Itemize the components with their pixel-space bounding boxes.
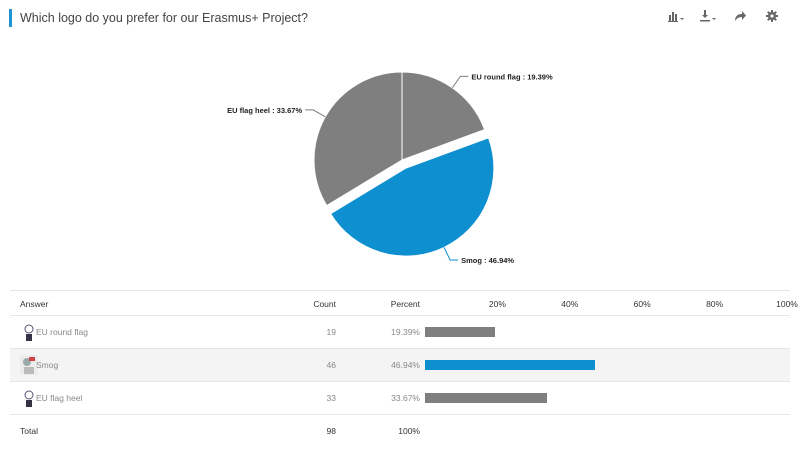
slice-label-connector	[451, 75, 469, 89]
header-percent: Percent	[390, 299, 420, 309]
axis-tick-label: 20%	[488, 299, 506, 309]
answer-percent: 33.67%	[391, 393, 420, 403]
logo-thumbnail-icon	[21, 388, 37, 408]
table-row: EU flag heel 33 33.67%	[10, 382, 790, 415]
answer-percent: 19.39%	[391, 327, 420, 337]
axis-tick-label: 40%	[561, 299, 579, 309]
answer-label: Smog	[36, 360, 59, 370]
table-row: Smog 46 46.94%	[10, 349, 790, 382]
logo-thumbnail-icon	[20, 355, 38, 375]
question-title: Which logo do you prefer for our Erasmus…	[20, 11, 308, 25]
slice-data-label: Smog : 46.94%	[461, 256, 514, 265]
slice-label-connector	[443, 247, 459, 261]
axis-tick-label: 80%	[706, 299, 724, 309]
results-table: Answer Count Percent 20% 40% 60% 80% 100% EU…	[10, 290, 798, 445]
answer-percent: 46.94%	[391, 360, 420, 370]
total-label: Total	[20, 426, 38, 436]
header-answer: Answer	[20, 299, 49, 309]
axis-tick-label: 60%	[633, 299, 651, 309]
download-icon[interactable]	[700, 8, 716, 24]
chart-header: Which logo do you prefer for our Erasmus…	[0, 0, 800, 36]
answer-count: 19	[326, 327, 336, 337]
slice-label-connector	[305, 109, 326, 118]
answer-count: 33	[326, 393, 336, 403]
total-row: Total 98 100%	[10, 415, 790, 445]
settings-icon[interactable]	[764, 8, 780, 24]
pie-chart-svg: EU round flag : 19.39% Smog : 46.94% EU fl…	[227, 71, 553, 265]
total-percent: 100%	[398, 426, 420, 436]
percent-bar	[425, 393, 547, 403]
title-accent-bar	[9, 9, 12, 27]
table-rows: EU round flag 19 19.39% Smog 46 46.94% EU flag…	[10, 316, 790, 415]
total-count: 98	[326, 426, 336, 436]
table-header: Answer Count Percent 20% 40% 60% 80% 100%	[10, 290, 798, 316]
chart-toolbar	[668, 8, 780, 24]
slice-data-label: EU flag heel : 33.67%	[227, 106, 302, 115]
answer-count: 46	[326, 360, 336, 370]
table-row: EU round flag 19 19.39%	[10, 316, 790, 349]
slice-data-label: EU round flag : 19.39%	[471, 72, 553, 81]
axis-tick-label: 100%	[776, 299, 798, 309]
percent-bar	[425, 327, 496, 337]
header-count: Count	[313, 299, 336, 309]
pie-chart: EU round flag : 19.39% Smog : 46.94% EU fl…	[0, 36, 800, 286]
percent-bar	[425, 360, 595, 370]
answer-label: EU flag heel	[36, 393, 83, 403]
chart-type-icon[interactable]	[668, 8, 684, 24]
answer-label: EU round flag	[36, 327, 88, 337]
share-icon[interactable]	[732, 8, 748, 24]
logo-thumbnail-icon	[21, 322, 37, 342]
